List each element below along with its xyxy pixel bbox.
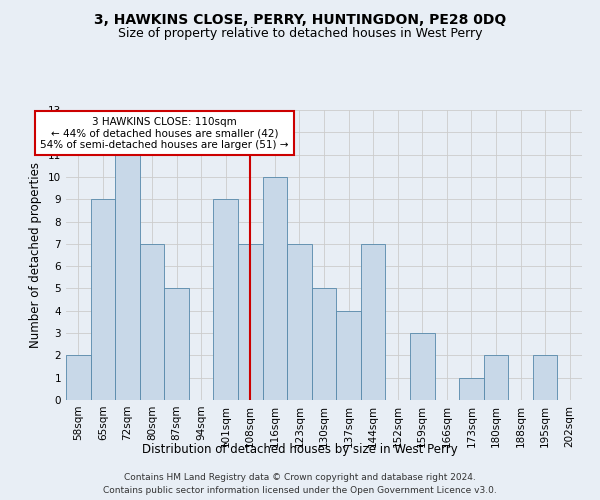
Bar: [238, 244, 263, 400]
Bar: [484, 356, 508, 400]
Text: Size of property relative to detached houses in West Perry: Size of property relative to detached ho…: [118, 28, 482, 40]
Bar: [361, 244, 385, 400]
Bar: [115, 154, 140, 400]
Bar: [66, 356, 91, 400]
Bar: [263, 177, 287, 400]
Y-axis label: Number of detached properties: Number of detached properties: [29, 162, 43, 348]
Text: 3 HAWKINS CLOSE: 110sqm
← 44% of detached houses are smaller (42)
54% of semi-de: 3 HAWKINS CLOSE: 110sqm ← 44% of detache…: [40, 116, 289, 150]
Text: Distribution of detached houses by size in West Perry: Distribution of detached houses by size …: [142, 442, 458, 456]
Bar: [214, 199, 238, 400]
Bar: [410, 333, 434, 400]
Bar: [533, 356, 557, 400]
Text: Contains public sector information licensed under the Open Government Licence v3: Contains public sector information licen…: [103, 486, 497, 495]
Bar: [140, 244, 164, 400]
Bar: [459, 378, 484, 400]
Bar: [312, 288, 336, 400]
Bar: [91, 199, 115, 400]
Text: 3, HAWKINS CLOSE, PERRY, HUNTINGDON, PE28 0DQ: 3, HAWKINS CLOSE, PERRY, HUNTINGDON, PE2…: [94, 12, 506, 26]
Bar: [287, 244, 312, 400]
Bar: [164, 288, 189, 400]
Bar: [336, 311, 361, 400]
Text: Contains HM Land Registry data © Crown copyright and database right 2024.: Contains HM Land Registry data © Crown c…: [124, 472, 476, 482]
